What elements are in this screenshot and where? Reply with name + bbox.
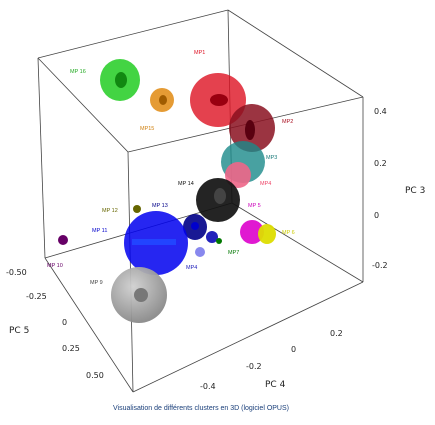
label-mp11: MP 11	[92, 228, 107, 234]
figure-caption: Visualisation de différents clusters en …	[113, 405, 289, 412]
edge	[231, 202, 364, 283]
edge	[37, 57, 129, 153]
label-mp14: MP 14	[178, 181, 194, 187]
cluster-small-lavender	[195, 247, 205, 257]
label-mp3: MP3	[266, 155, 277, 161]
label-mp2: MP2	[282, 119, 293, 125]
edge	[37, 57, 46, 259]
pc4-tick: -0.4	[200, 382, 216, 391]
pc3-tick: 0	[374, 211, 379, 220]
pc4-tick: -0.2	[246, 362, 262, 371]
pc3-tick: 0.4	[374, 107, 387, 116]
label-mp15: MP15	[140, 126, 154, 132]
label-mp16: MP 16	[70, 69, 86, 75]
cluster-mp6-sphere	[258, 224, 276, 244]
pc3-tick: -0.2	[372, 261, 388, 270]
cluster-mp12-sphere	[133, 205, 141, 213]
label-mp1: MP1	[194, 50, 205, 56]
label-mp7: MP7	[228, 250, 239, 256]
edge	[132, 281, 364, 393]
pc5-tick: 0	[62, 318, 67, 327]
label-mp9: MP 9	[90, 280, 103, 286]
pc5-tick: -0.25	[26, 292, 47, 301]
cluster-mp5-sphere	[240, 220, 264, 244]
cluster-mp7-sphere	[216, 238, 222, 244]
pc4-tick: 0.2	[330, 329, 343, 338]
cluster-mp11-core	[132, 239, 176, 245]
pc4-axis-label: PC 4	[265, 380, 286, 390]
edge	[37, 9, 229, 59]
label-mp4: MP4	[260, 181, 271, 187]
pc4-axis: -0.4 -0.2 0 0.2 PC 4	[200, 329, 343, 391]
label-mp6: MP 6	[282, 230, 295, 236]
cluster-mp14-core	[214, 188, 226, 204]
label-mp10: MP 10	[47, 263, 63, 269]
pc5-tick: 0.50	[86, 371, 104, 380]
pc3-axis: 0.4 0.2 0 -0.2 PC 3	[372, 107, 425, 270]
pc5-axis: -0.50 -0.25 0 0.25 0.50 PC 5	[6, 268, 104, 380]
label-mp4-small: MP4	[186, 265, 197, 271]
label-mp12: MP 12	[102, 208, 118, 214]
pc5-tick: -0.50	[6, 268, 27, 277]
label-mp5: MP 5	[248, 203, 261, 209]
cluster-mp4-sphere	[225, 162, 251, 188]
pc5-tick: 0.25	[62, 344, 80, 353]
pc3-tick: 0.2	[374, 159, 387, 168]
cluster-mp9-core	[134, 288, 148, 302]
cluster-mp13-core	[191, 222, 199, 230]
pc3-axis-label: PC 3	[405, 186, 425, 196]
cluster-mp10-sphere	[58, 235, 68, 245]
cluster-labels: MP 16 MP15 MP1 MP2 MP3 MP4 MP 14 MP 5 MP…	[47, 50, 295, 286]
pc5-axis-label: PC 5	[9, 326, 29, 336]
cluster-mp16-core	[115, 72, 127, 88]
pc4-tick: 0	[291, 345, 296, 354]
cluster-spheres	[58, 59, 276, 323]
cluster-mp2-core	[245, 120, 255, 140]
cluster-mp4b-sphere	[206, 231, 218, 243]
edge	[227, 9, 364, 98]
edge	[44, 257, 134, 393]
label-mp13: MP 13	[152, 203, 168, 209]
cluster-mp15-core	[159, 95, 167, 105]
cluster-mp1-core	[210, 94, 228, 106]
